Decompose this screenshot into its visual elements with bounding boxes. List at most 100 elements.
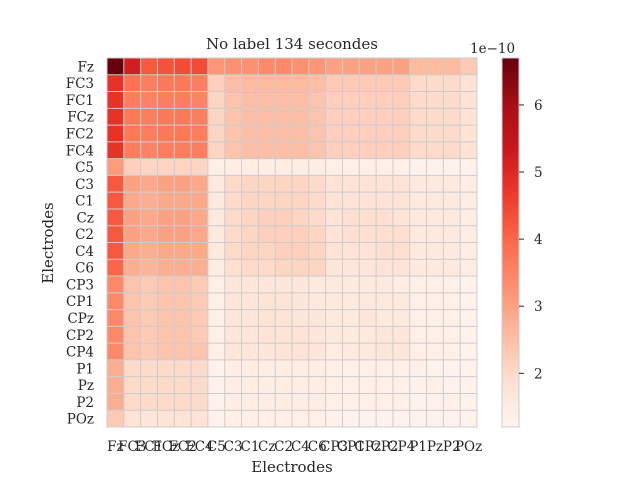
heatmap-cell-Cz-P2 [443,208,461,227]
heatmap-cell-C1-FC4 [191,192,209,210]
heatmap-cell-FC2-FC3 [123,125,141,143]
heatmap-cell-C1-P1 [409,192,427,210]
heatmap-cell-FC4-C5 [207,141,226,159]
y-tick-label-CP3: CP3 [66,277,94,293]
heatmap-cell-C1-CPz [359,192,377,210]
heatmap-cell-Pz-FC1 [140,376,158,394]
heatmap-cell-C2-P2 [443,225,461,243]
x-tick-label-CP3: CP3 [320,439,348,455]
heatmap-cell-CP1-FC4 [191,292,209,310]
heatmap-cell-C5-Pz [426,158,444,176]
heatmap-cell-P1-Fz [107,359,125,377]
heatmap-cell-POz-FC4 [191,410,209,428]
heatmap-cell-FC2-P1 [409,125,427,143]
heatmap-cell-C1-CP2 [376,192,394,210]
heatmap-cell-C1-CP1 [342,192,360,210]
heatmap-cell-P1-CP3 [325,359,343,377]
heatmap-cell-C4-FCz [157,242,175,260]
heatmap-cell-FC1-C2 [275,91,293,109]
heatmap-cell-Pz-FCz [157,376,175,394]
heatmap-cell-CP3-C5 [207,276,226,294]
heatmap-cell-FC3-FC1 [140,74,158,92]
colorbar-tick-label: 5 [534,165,543,181]
heatmap-cell-Pz-CP2 [376,376,394,394]
heatmap-cell-FCz-C5 [207,108,226,126]
heatmap-cell-C1-FC1 [140,192,158,210]
heatmap-cell-CPz-CP2 [376,309,394,327]
heatmap-cell-CPz-FC3 [123,309,141,327]
heatmap-cell-FC3-C4 [292,74,310,92]
heatmap-cell-FC1-FC3 [123,91,141,109]
heatmap-cell-C3-Cz [258,175,276,193]
heatmap-cell-FC2-CP3 [325,125,343,143]
heatmap-cell-P2-FC2 [174,393,192,411]
heatmap-cell-C4-C3 [224,242,242,260]
heatmap-cell-C1-C1 [241,192,259,210]
y-tick-label-FC1: FC1 [66,93,94,109]
heatmap-cell-CP3-C4 [292,276,310,294]
heatmap-cell-CPz-CP1 [342,309,360,327]
heatmap-cell-CP2-P2 [443,326,461,344]
colorbar-scale-label: 1e−10 [470,41,515,57]
heatmap-cell-FC2-POz [460,125,478,143]
heatmap-cell-CPz-POz [460,309,478,327]
heatmap-cell-POz-C6 [308,410,326,428]
heatmap-cell-Fz-CP1 [342,58,360,76]
heatmap-cell-FC4-Cz [258,141,276,159]
heatmap-cell-FC4-CPz [359,141,377,159]
heatmap-cell-C6-CP4 [392,259,411,277]
y-tick-label-C3: C3 [75,177,94,193]
heatmap-cell-FC1-P2 [443,91,461,109]
heatmap-cell-Cz-C1 [241,208,259,227]
heatmap-cell-FC1-C1 [241,91,259,109]
heatmap-cell-FC4-POz [460,141,478,159]
heatmap-cell-Cz-C6 [308,208,326,227]
heatmap-cell-C6-FC2 [174,259,192,277]
heatmap-cell-FC1-P1 [409,91,427,109]
heatmap-cell-Fz-P2 [443,58,461,76]
heatmap-cell-C3-POz [460,175,478,193]
heatmap-cell-P1-C3 [224,359,242,377]
heatmap-cell-P1-P1 [409,359,427,377]
heatmap-cell-C4-CP2 [376,242,394,260]
heatmap-cell-C6-CP3 [325,259,343,277]
heatmap-cell-C1-P2 [443,192,461,210]
heatmap-cell-C6-CP1 [342,259,360,277]
heatmap-cell-C4-C4 [292,242,310,260]
heatmap-cell-C4-C2 [275,242,293,260]
heatmap-cell-C2-CP1 [342,225,360,243]
heatmap-cell-P2-FC4 [191,393,209,411]
heatmap-cell-CP3-CP3 [325,276,343,294]
heatmap-cell-Cz-C5 [207,208,226,227]
heatmap-cell-FC4-FC3 [123,141,141,159]
heatmap-cell-C6-CPz [359,259,377,277]
heatmap-cell-Pz-POz [460,376,478,394]
heatmap-cell-FC2-CP2 [376,125,394,143]
heatmap-cell-CP1-P1 [409,292,427,310]
heatmap-cell-Cz-P1 [409,208,427,227]
colorbar-tick-label: 4 [534,232,543,248]
heatmap-cell-CP4-FC4 [191,343,209,361]
heatmap-cell-P1-CP1 [342,359,360,377]
heatmap-cell-POz-P2 [443,410,461,428]
heatmap-cell-FC4-C1 [241,141,259,159]
heatmap-cell-Pz-C5 [207,376,226,394]
heatmap-cell-CP1-P2 [443,292,461,310]
heatmap-cell-C5-FC4 [191,158,209,176]
heatmap-cell-CP4-FC2 [174,343,192,361]
heatmap-cell-CP1-POz [460,292,478,310]
heatmap-cell-FCz-FCz [157,108,175,126]
heatmap-cell-FCz-P1 [409,108,427,126]
heatmap-cell-CP3-C2 [275,276,293,294]
heatmap-cell-Fz-FCz [157,58,175,76]
colorbar-tick-label: 3 [534,299,543,315]
heatmap-cell-POz-FCz [157,410,175,428]
heatmap-cell-CP4-CPz [359,343,377,361]
heatmap-cell-FC4-FC2 [174,141,192,159]
heatmap-cell-FC4-FCz [157,141,175,159]
heatmap-cell-Fz-C6 [308,58,326,76]
heatmap-cell-P2-CP3 [325,393,343,411]
heatmap-cell-POz-C4 [292,410,310,428]
x-tick-label-C4: C4 [291,439,310,455]
